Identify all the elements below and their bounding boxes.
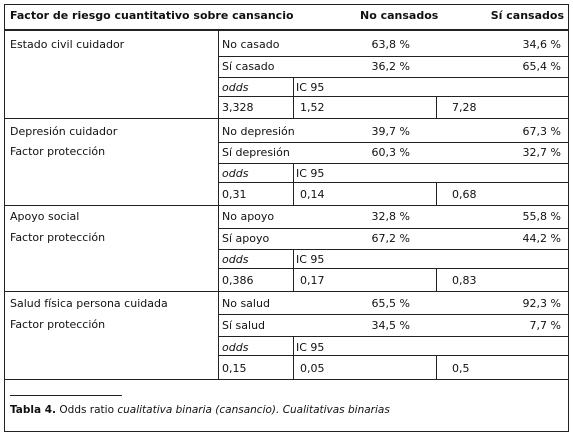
group-sublabel: Factor protección — [10, 318, 106, 331]
cell-divider — [293, 164, 294, 205]
cell-divider — [436, 183, 437, 205]
value-no-cansados: 67,2 % — [371, 232, 410, 245]
category-cell: No apoyo — [222, 210, 275, 223]
value-si-cansados: 44,2 % — [522, 232, 561, 245]
value-si-cansados: 32,7 % — [522, 146, 561, 159]
odds-value: 3,328 — [222, 101, 254, 114]
row-divider — [219, 77, 569, 78]
ic-high-value: 0,83 — [452, 274, 477, 287]
value-si-cansados: 34,6 % — [522, 38, 561, 51]
ic-low-value: 1,52 — [300, 101, 325, 114]
cell-divider — [436, 269, 437, 291]
row-divider — [219, 182, 569, 183]
value-si-cansados: 55,8 % — [522, 210, 561, 223]
ic-label: IC 95 — [296, 253, 325, 266]
odds-value: 0,386 — [222, 274, 254, 287]
ic-high-value: 7,28 — [452, 101, 477, 114]
row-divider — [219, 249, 569, 250]
category-cell: Sí salud — [222, 319, 266, 332]
category-cell: No depresión — [222, 125, 295, 138]
value-no-cansados: 39,7 % — [371, 125, 410, 138]
odds-value: 0,31 — [222, 188, 247, 201]
row-divider — [219, 228, 569, 229]
row-divider — [219, 56, 569, 57]
group-label: Apoyo social — [10, 210, 80, 223]
odds-label: odds — [222, 253, 249, 266]
category-cell: Sí apoyo — [222, 232, 270, 245]
cell-divider — [293, 250, 294, 291]
odds-value: 0,15 — [222, 362, 247, 375]
value-no-cansados: 32,8 % — [371, 210, 410, 223]
group-sublabel: Factor protección — [10, 145, 106, 158]
group-divider — [4, 118, 569, 119]
row-divider — [219, 314, 569, 315]
value-si-cansados: 92,3 % — [522, 297, 561, 310]
ic-high-value: 0,5 — [452, 362, 470, 375]
cell-divider — [293, 78, 294, 118]
table-frame — [4, 4, 569, 432]
value-si-cansados: 65,4 % — [522, 60, 561, 73]
caption-text: Odds ratio — [56, 404, 118, 416]
value-no-cansados: 63,8 % — [371, 38, 410, 51]
value-no-cansados: 65,5 % — [371, 297, 410, 310]
row-divider — [219, 355, 569, 356]
category-cell: Sí depresión — [222, 146, 290, 159]
row-divider — [219, 163, 569, 164]
row-divider — [219, 96, 569, 97]
row-divider — [219, 142, 569, 143]
odds-label: odds — [222, 167, 249, 180]
group-divider — [4, 205, 569, 206]
value-no-cansados: 36,2 % — [371, 60, 410, 73]
table-caption: Tabla 4. Odds ratio cualitativa binaria … — [10, 404, 390, 416]
value-no-cansados: 34,5 % — [371, 319, 410, 332]
ic-label: IC 95 — [296, 167, 325, 180]
category-cell: No casado — [222, 38, 280, 51]
group-label: Estado civil cuidador — [10, 38, 125, 51]
value-si-cansados: 7,7 % — [529, 319, 561, 332]
group-sublabel: Factor protección — [10, 231, 106, 244]
ic-label: IC 95 — [296, 341, 325, 354]
ic-low-value: 0,05 — [300, 362, 325, 375]
cell-divider — [436, 356, 437, 379]
odds-label: odds — [222, 81, 249, 94]
header-rule — [4, 29, 569, 31]
category-cell: Sí casado — [222, 60, 275, 73]
row-divider — [219, 268, 569, 269]
caption-italic-text: cualitativa binaria (cansancio). Cualita… — [117, 404, 390, 416]
group-label: Depresión cuidador — [10, 125, 118, 138]
group-divider — [4, 291, 569, 292]
caption-rule — [10, 395, 122, 396]
group-label: Salud física persona cuidada — [10, 297, 168, 310]
header-factor: Factor de riesgo cuantitativo sobre cans… — [10, 9, 294, 22]
ic-high-value: 0,68 — [452, 188, 477, 201]
header-si-cansados: Sí cansados — [490, 9, 564, 22]
category-cell: No salud — [222, 297, 270, 310]
label-column-divider — [218, 31, 219, 379]
cell-divider — [436, 97, 437, 118]
value-si-cansados: 67,3 % — [522, 125, 561, 138]
cell-divider — [293, 337, 294, 379]
header-no-cansados: No cansados — [360, 9, 439, 22]
table-bottom-rule — [4, 379, 569, 380]
ic-label: IC 95 — [296, 81, 325, 94]
odds-label: odds — [222, 341, 249, 354]
ic-low-value: 0,17 — [300, 274, 325, 287]
ic-low-value: 0,14 — [300, 188, 325, 201]
value-no-cansados: 60,3 % — [371, 146, 410, 159]
row-divider — [219, 336, 569, 337]
caption-label: Tabla 4. — [10, 404, 57, 416]
